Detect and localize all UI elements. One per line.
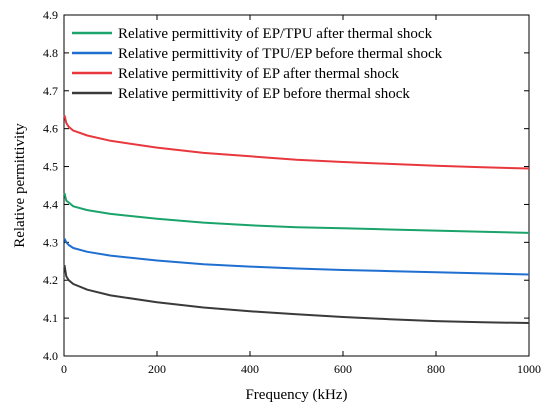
- series-lines: [63, 115, 530, 324]
- legend: Relative permittivity of EP/TPU after th…: [72, 26, 443, 102]
- y-tick-label: 4.0: [43, 349, 58, 363]
- y-tick-label: 4.2: [43, 273, 58, 287]
- x-tick-label: 0: [61, 362, 67, 376]
- x-tick-label: 1000: [517, 362, 541, 376]
- legend-label-1: Relative permittivity of EP/TPU after th…: [118, 26, 433, 42]
- x-tick-label: 400: [241, 362, 259, 376]
- y-tick-label: 4.1: [43, 311, 58, 325]
- y-tick-label: 4.6: [43, 122, 58, 136]
- x-axis: 0 200 400 600 800 1000: [61, 15, 541, 376]
- y-tick-label: 4.3: [43, 235, 58, 249]
- legend-label-4: Relative permittivity of EP before therm…: [118, 86, 410, 102]
- series-line-4: [63, 264, 530, 324]
- x-tick-label: 200: [148, 362, 166, 376]
- y-axis: 4.0 4.1 4.2 4.3 4.4 4.5 4.6 4.7 4.8 4.9: [43, 8, 529, 363]
- plot-frame: [63, 14, 530, 357]
- series-line-2: [63, 238, 530, 276]
- y-tick-label: 4.5: [43, 160, 58, 174]
- y-tick-label: 4.4: [43, 197, 58, 211]
- series-line-3: [63, 115, 530, 170]
- x-tick-label: 800: [427, 362, 445, 376]
- y-tick-label: 4.9: [43, 8, 58, 22]
- x-tick-label: 600: [334, 362, 352, 376]
- legend-label-2: Relative permittivity of TPU/EP before t…: [118, 46, 443, 62]
- series-line-1: [63, 192, 530, 234]
- x-axis-title: Frequency (kHz): [245, 387, 347, 403]
- y-tick-label: 4.7: [43, 84, 58, 98]
- y-axis-title: Relative permittivity: [12, 123, 28, 248]
- y-tick-label: 4.8: [43, 46, 58, 60]
- legend-label-3: Relative permittivity of EP after therma…: [118, 66, 400, 82]
